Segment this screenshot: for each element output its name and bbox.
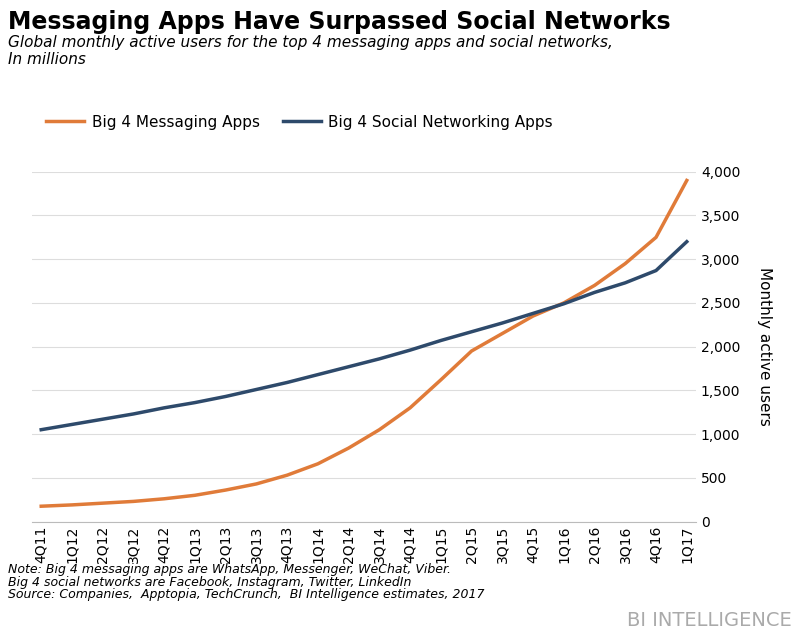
Big 4 Messaging Apps — [252, 480, 262, 488]
Big 4 Social Networking Apps — [344, 363, 354, 371]
Big 4 Social Networking Apps — [159, 404, 169, 411]
Big 4 Messaging Apps — [498, 329, 507, 337]
Text: Source: Companies,  Apptopia, TechCrunch,  BI Intelligence estimates, 2017: Source: Companies, Apptopia, TechCrunch,… — [8, 588, 485, 601]
Text: Note: Big 4 messaging apps are WhatsApp, Messenger, WeChat, Viber.: Note: Big 4 messaging apps are WhatsApp,… — [8, 563, 451, 576]
Big 4 Social Networking Apps — [498, 319, 507, 327]
Big 4 Messaging Apps — [590, 282, 599, 289]
Big 4 Social Networking Apps — [466, 328, 476, 336]
Big 4 Social Networking Apps — [621, 279, 630, 287]
Big 4 Social Networking Apps — [313, 371, 322, 378]
Big 4 Messaging Apps — [528, 312, 538, 320]
Big 4 Social Networking Apps — [37, 426, 46, 434]
Big 4 Messaging Apps — [221, 486, 230, 494]
Line: Big 4 Messaging Apps: Big 4 Messaging Apps — [42, 181, 686, 506]
Big 4 Messaging Apps — [129, 497, 138, 505]
Big 4 Social Networking Apps — [528, 310, 538, 317]
Text: Global monthly active users for the top 4 messaging apps and social networks,: Global monthly active users for the top … — [8, 35, 613, 50]
Legend: Big 4 Messaging Apps, Big 4 Social Networking Apps: Big 4 Messaging Apps, Big 4 Social Netwo… — [40, 109, 559, 136]
Big 4 Messaging Apps — [406, 404, 415, 411]
Big 4 Social Networking Apps — [651, 266, 661, 274]
Big 4 Social Networking Apps — [129, 410, 138, 418]
Big 4 Social Networking Apps — [436, 336, 446, 344]
Y-axis label: Monthly active users: Monthly active users — [757, 267, 772, 426]
Big 4 Social Networking Apps — [559, 300, 569, 308]
Big 4 Messaging Apps — [159, 495, 169, 502]
Big 4 Social Networking Apps — [252, 385, 262, 393]
Big 4 Social Networking Apps — [282, 378, 292, 386]
Big 4 Social Networking Apps — [221, 392, 230, 400]
Line: Big 4 Social Networking Apps: Big 4 Social Networking Apps — [42, 242, 686, 430]
Big 4 Messaging Apps — [98, 499, 107, 507]
Big 4 Social Networking Apps — [190, 399, 200, 406]
Big 4 Messaging Apps — [67, 501, 77, 509]
Big 4 Social Networking Apps — [682, 238, 691, 245]
Big 4 Messaging Apps — [37, 502, 46, 510]
Big 4 Social Networking Apps — [374, 355, 384, 363]
Big 4 Messaging Apps — [651, 233, 661, 241]
Big 4 Messaging Apps — [313, 460, 322, 467]
Text: Messaging Apps Have Surpassed Social Networks: Messaging Apps Have Surpassed Social Net… — [8, 10, 670, 34]
Big 4 Messaging Apps — [621, 259, 630, 267]
Big 4 Messaging Apps — [559, 299, 569, 307]
Big 4 Messaging Apps — [374, 426, 384, 434]
Big 4 Social Networking Apps — [98, 415, 107, 423]
Big 4 Messaging Apps — [344, 444, 354, 452]
Big 4 Social Networking Apps — [590, 289, 599, 296]
Text: Big 4 social networks are Facebook, Instagram, Twitter, LinkedIn: Big 4 social networks are Facebook, Inst… — [8, 576, 411, 588]
Big 4 Messaging Apps — [466, 347, 476, 355]
Text: BI INTELLIGENCE: BI INTELLIGENCE — [627, 611, 792, 630]
Big 4 Messaging Apps — [282, 471, 292, 479]
Big 4 Social Networking Apps — [406, 346, 415, 354]
Text: In millions: In millions — [8, 52, 86, 67]
Big 4 Messaging Apps — [436, 376, 446, 384]
Big 4 Messaging Apps — [190, 492, 200, 499]
Big 4 Messaging Apps — [682, 177, 691, 184]
Big 4 Social Networking Apps — [67, 420, 77, 428]
